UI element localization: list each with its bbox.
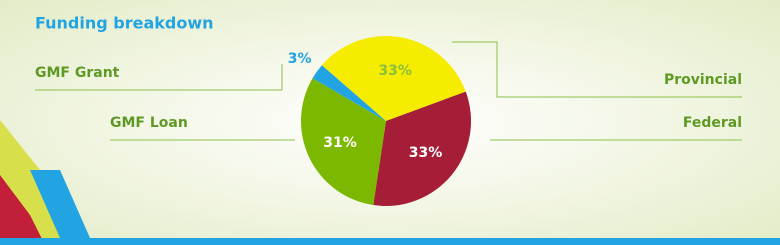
leader-line: [35, 64, 283, 91]
decoration: [0, 238, 780, 245]
category-label: GMF Grant: [35, 65, 120, 81]
pie-slice: [301, 78, 386, 206]
leader-line: [452, 41, 742, 98]
pie-slice: [321, 35, 466, 121]
pie-slice: [373, 91, 472, 207]
value-label: 3%: [288, 51, 312, 67]
decoration: [30, 170, 90, 238]
value-label: 31%: [323, 135, 357, 151]
category-label: Provincial: [664, 72, 742, 88]
value-label: 33%: [409, 145, 443, 161]
pie-slice: [312, 65, 386, 121]
decoration: [0, 175, 45, 245]
chart-title: Funding breakdown: [35, 14, 214, 33]
value-label: 33%: [378, 63, 412, 79]
category-label: GMF Loan: [110, 115, 188, 131]
category-label: Federal: [683, 115, 742, 131]
